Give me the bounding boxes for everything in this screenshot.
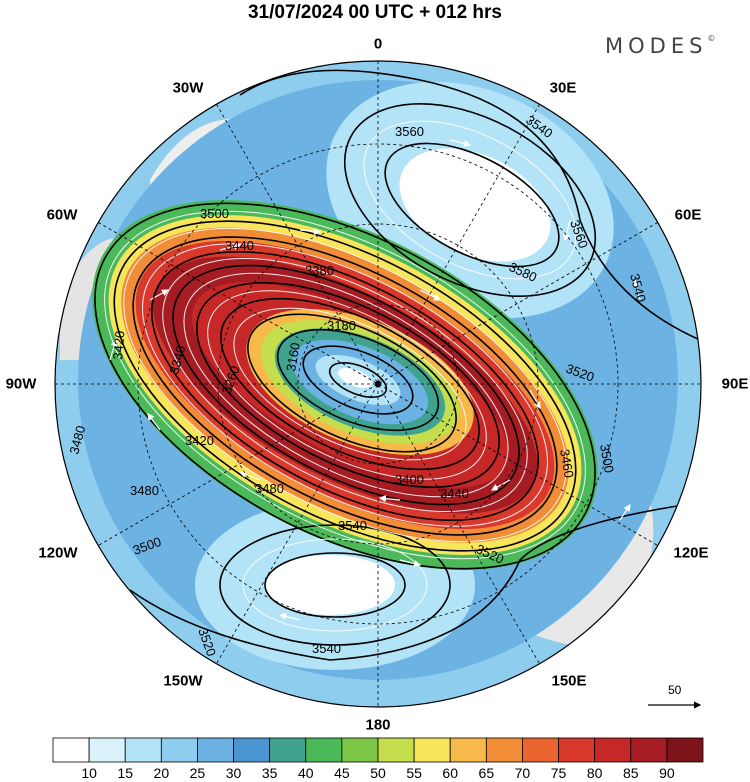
contour-label: 3540 (312, 641, 341, 656)
colorbar-swatch (160, 737, 198, 763)
colorbar-tick-label: 30 (225, 765, 242, 781)
colorbar-tick-label: 55 (406, 765, 422, 781)
colorbar-tick-label: 85 (622, 765, 639, 781)
colorbar-swatch (52, 737, 90, 763)
lon-label-30e: 30E (549, 79, 577, 97)
colorbar-swatch (413, 737, 451, 763)
brand-name: MODES (605, 34, 708, 58)
brand-mark: © (707, 34, 716, 43)
colorbar-tick-label: 80 (586, 765, 603, 781)
lon-label-90w: 90W (5, 375, 37, 393)
geopotential-contours (94, 69, 701, 661)
wind-arrows (109, 139, 641, 621)
page-title: 31/07/2024 00 UTC + 012 hrs (247, 2, 503, 23)
colorbar-swatch (522, 737, 559, 763)
colorbar-tick-label: 15 (117, 765, 134, 781)
lon-label-180: 180 (365, 716, 391, 734)
colorbar-swatch (88, 737, 126, 763)
contour-label: 3440 (440, 486, 469, 501)
lon-label-30w: 30W (172, 79, 204, 97)
lon-label-90e: 90E (721, 375, 749, 393)
colorbar-swatch (666, 737, 704, 763)
contour-label: 3400 (395, 472, 424, 487)
lon-label-0: 0 (373, 35, 383, 53)
north-pole-marker (375, 381, 381, 387)
colorbar-tick-label: 10 (81, 765, 97, 781)
contour-label: 3500 (597, 443, 617, 474)
vector-reference-label: 50 (668, 683, 682, 697)
colorbar (52, 737, 704, 763)
contour-label: 3460 (557, 448, 577, 479)
contour-label: 3540 (627, 272, 649, 304)
contour-label: 3480 (255, 481, 284, 496)
lon-label-60w: 60W (46, 206, 78, 224)
colorbar-swatch (449, 737, 487, 763)
contour-label: 3380 (305, 263, 334, 278)
contour-label: 3540 (338, 518, 367, 533)
colorbar-tick-label: 70 (514, 765, 531, 781)
colorbar-tick-label: 75 (550, 765, 567, 781)
contour-label: 3480 (130, 483, 159, 498)
colorbar-swatch (197, 737, 234, 763)
contour-label: 3160 (283, 341, 303, 372)
lon-label-120w: 120W (38, 544, 78, 562)
colorbar-tick-label: 60 (442, 765, 459, 781)
colorbar-swatch (305, 737, 343, 763)
map-boundary (54, 60, 702, 708)
colorbar-tick-label: 90 (659, 765, 675, 781)
lon-label-120e: 120E (673, 544, 709, 562)
colorbar-tick-label: 65 (478, 765, 495, 781)
colorbar-swatch (558, 737, 596, 763)
colorbar-tick-label: 45 (334, 765, 350, 781)
colorbar-swatch (594, 737, 632, 763)
contour-label: 3180 (327, 318, 356, 333)
contour-label: 3340 (166, 344, 188, 376)
graticule (55, 61, 701, 707)
colorbar-swatch (269, 737, 307, 763)
lon-label-150w: 150W (163, 672, 203, 690)
colorbar-tick-label: 20 (153, 765, 170, 781)
colorbar-swatch (233, 737, 271, 763)
colorbar-swatch (377, 737, 415, 763)
colorbar-swatch (630, 737, 668, 763)
lon-label-60e: 60E (674, 206, 702, 224)
colorbar-tick-label: 50 (370, 765, 386, 781)
contour-label: 3480 (66, 424, 88, 456)
colorbar-swatch (485, 737, 523, 763)
colorbar-labels: 10 15 20 25 30 35 40 45 50 55 60 65 70 75 80 85 90 (0, 765, 750, 782)
colorbar-tick-label: 25 (189, 765, 206, 781)
lon-label-150e: 150E (551, 672, 587, 690)
contour-label: 3420 (185, 433, 214, 448)
contour-label: 3500 (200, 206, 229, 221)
colorbar-tick-label: 35 (261, 765, 278, 781)
contour-label: 3560 (395, 124, 424, 139)
colorbar-swatch (124, 737, 162, 763)
colorbar-tick-label: 40 (297, 765, 314, 781)
wind-speed-field (55, 61, 701, 707)
colorbar-swatch (341, 737, 379, 763)
brand-logo: MODES© (605, 34, 715, 58)
contour-label: 3440 (225, 238, 254, 253)
contour-label: 3420 (110, 330, 127, 360)
